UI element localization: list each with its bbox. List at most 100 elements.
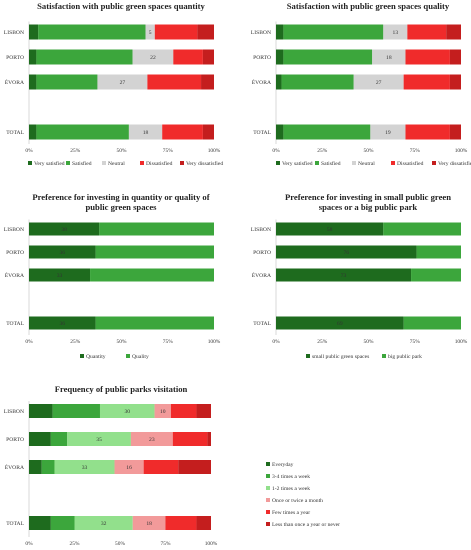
legend-label: small public green spaces — [312, 354, 369, 360]
category-label: PORTO — [6, 437, 24, 443]
data-label: 33 — [82, 465, 88, 471]
legend-label: Dissatisfied — [146, 160, 173, 167]
bar-segment — [36, 74, 98, 90]
bar-segment — [147, 74, 202, 90]
data-label: 36 — [60, 250, 66, 256]
legend-swatch — [266, 510, 270, 514]
chart-title: Preference for investing in small public… — [285, 192, 451, 202]
x-tick-label: 0% — [272, 339, 280, 345]
chart-title: Frequency of public parks visitation — [55, 384, 188, 394]
bar-segment — [50, 432, 68, 446]
x-tick-label: 25% — [317, 148, 327, 154]
data-label: 38 — [61, 227, 67, 233]
x-tick-label: 25% — [70, 148, 80, 154]
bar-segment — [276, 49, 284, 65]
bar-segment — [29, 222, 100, 236]
category-label: PORTO — [253, 55, 271, 61]
legend-label: Quantity — [86, 354, 106, 360]
x-tick-label: 50% — [117, 148, 127, 154]
legend-label: Very dissatisfied — [186, 160, 223, 167]
bar-segment — [99, 222, 214, 236]
data-label: 27 — [376, 80, 382, 86]
bar-segment — [276, 245, 417, 259]
legend-swatch — [432, 161, 436, 165]
x-tick-label: 50% — [364, 148, 374, 154]
bar-segment — [95, 316, 214, 330]
bar-segment — [403, 74, 450, 90]
legend: Quantity Quality — [80, 354, 149, 360]
data-label: 22 — [150, 55, 156, 61]
legend-label: 3-4 times a week — [272, 474, 310, 480]
category-label: LISBON — [4, 227, 24, 233]
legend-label: Few times a year — [272, 510, 310, 516]
category-label: TOTAL — [253, 130, 271, 136]
bar-segment — [36, 49, 133, 65]
chart-title: Preference for investing in quantity or … — [32, 192, 209, 202]
chart-2: Satisfaction with public green spaces qu… — [251, 1, 471, 167]
bar-segment — [276, 222, 384, 236]
bar-segment — [353, 74, 404, 90]
bar-segment — [29, 516, 51, 530]
x-tick-label: 25% — [70, 339, 80, 345]
x-tick-label: 100% — [208, 339, 221, 345]
bar-segment — [130, 432, 173, 446]
bar-segment — [52, 404, 100, 418]
bar-segment — [283, 24, 384, 40]
data-label: 33 — [57, 273, 63, 279]
category-label: PORTO — [6, 55, 24, 61]
bar-segment — [172, 432, 208, 446]
bar-segment — [207, 432, 211, 446]
bar-segment — [29, 316, 96, 330]
data-label: 16 — [126, 465, 132, 471]
bar-segment — [29, 49, 37, 65]
legend: Very satisfied Satisfied Neutral Dissatisfi… — [276, 160, 471, 167]
bar-segment — [196, 516, 211, 530]
bar-segment — [132, 516, 166, 530]
x-tick-label: 75% — [161, 541, 171, 547]
bar-segment — [145, 24, 155, 40]
legend-swatch — [266, 462, 270, 466]
legend-label: Very satisfied — [34, 160, 65, 167]
chart-title: Satisfaction with public green spaces qu… — [287, 1, 450, 11]
chart-title: Satisfaction with public green spaces qu… — [37, 1, 205, 11]
category-label: TOTAL — [6, 521, 24, 527]
bar-segment — [154, 404, 171, 418]
data-label: 27 — [120, 80, 126, 86]
bar-segment — [276, 74, 282, 90]
x-tick-label: 50% — [117, 339, 127, 345]
data-label: 10 — [160, 409, 166, 415]
legend-swatch — [80, 354, 84, 358]
bar-segment — [407, 24, 447, 40]
data-label: 30 — [124, 409, 130, 415]
data-label: 18 — [146, 521, 152, 527]
bar-segment — [38, 24, 146, 40]
data-label: 35 — [96, 437, 102, 443]
legend-label: Satisfied — [72, 160, 92, 167]
x-tick-label: 25% — [317, 339, 327, 345]
bar-segment — [370, 124, 406, 140]
legend-swatch — [382, 354, 386, 358]
x-tick-label: 0% — [272, 148, 280, 154]
bar-segment — [29, 460, 42, 474]
bar-segment — [201, 74, 214, 90]
bar-segment — [403, 316, 461, 330]
bar-segment — [411, 268, 461, 282]
bar-segment — [99, 404, 155, 418]
category-label: PORTO — [253, 250, 271, 256]
bar-segment — [276, 124, 284, 140]
x-tick-label: 100% — [208, 148, 221, 154]
bar-segment — [114, 460, 144, 474]
bar-segment — [90, 268, 214, 282]
legend-swatch — [28, 161, 32, 165]
bar-segment — [29, 24, 39, 40]
legend-label: Very satisfied — [282, 160, 313, 167]
category-label: LISBON — [251, 30, 271, 36]
legend-label: Less than once a year or never — [272, 522, 340, 528]
legend-swatch — [266, 474, 270, 478]
x-tick-label: 100% — [455, 148, 468, 154]
legend-swatch — [352, 161, 356, 165]
category-label: ÉVORA — [5, 463, 24, 471]
bar-segment — [50, 516, 75, 530]
bar-segment — [416, 245, 461, 259]
